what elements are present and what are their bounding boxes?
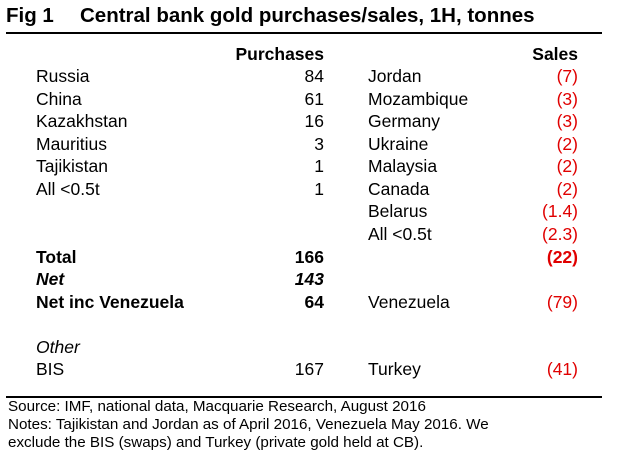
purchases-header: Purchases bbox=[235, 44, 324, 64]
net-value: 143 bbox=[294, 269, 324, 289]
total-sales-value: (22) bbox=[546, 247, 578, 267]
purchase-value: 1 bbox=[314, 179, 324, 199]
bis-value: 167 bbox=[294, 359, 324, 379]
sale-value: (3) bbox=[556, 111, 578, 131]
purchase-country: Kazakhstan bbox=[36, 111, 128, 131]
total-purchases-value: 166 bbox=[294, 247, 324, 267]
sale-value: (7) bbox=[556, 66, 578, 86]
sale-value: (1.4) bbox=[542, 201, 578, 221]
purchase-country: All <0.5t bbox=[36, 179, 100, 199]
bis-label: BIS bbox=[36, 359, 65, 379]
sale-value: (2.3) bbox=[542, 224, 578, 244]
purchase-value: 84 bbox=[304, 66, 324, 86]
figure-title-text: Central bank gold purchases/sales, 1H, t… bbox=[80, 4, 535, 27]
purchase-country: Russia bbox=[36, 66, 90, 86]
sale-value: (2) bbox=[556, 134, 578, 154]
sale-country: Canada bbox=[368, 179, 430, 199]
purchase-value: 61 bbox=[304, 89, 324, 109]
sale-country: Mozambique bbox=[368, 89, 469, 109]
notes-line: Notes: Tajikistan and Jordan as of April… bbox=[8, 416, 489, 433]
sale-country: Belarus bbox=[368, 201, 428, 221]
top-rule bbox=[6, 32, 602, 34]
bottom-rule bbox=[6, 396, 602, 398]
net-inc-venezuela-value: 64 bbox=[304, 292, 324, 312]
sales-header: Sales bbox=[532, 44, 578, 64]
turkey-value: (41) bbox=[546, 359, 578, 379]
total-label: Total bbox=[36, 247, 77, 267]
other-label: Other bbox=[36, 337, 80, 357]
sale-country: Malaysia bbox=[368, 156, 438, 176]
figure-title: Fig 1 Central bank gold purchases/sales, … bbox=[6, 3, 601, 29]
turkey-label: Turkey bbox=[368, 359, 421, 379]
venezuela-value: (79) bbox=[546, 292, 578, 312]
purchase-value: 1 bbox=[314, 156, 324, 176]
figure-number: Fig 1 bbox=[6, 4, 54, 27]
sale-country: All <0.5t bbox=[368, 224, 432, 244]
sale-country: Ukraine bbox=[368, 134, 429, 154]
purchase-country: Mauritius bbox=[36, 134, 107, 154]
sale-value: (2) bbox=[556, 179, 578, 199]
net-inc-venezuela-label: Net inc Venezuela bbox=[36, 292, 184, 312]
notes-line: exclude the BIS (swaps) and Turkey (priv… bbox=[8, 434, 424, 451]
purchase-value: 16 bbox=[304, 111, 324, 131]
figure-footer: Source: IMF, national data, Macquarie Re… bbox=[8, 398, 608, 452]
purchase-country: China bbox=[36, 89, 82, 109]
venezuela-label: Venezuela bbox=[368, 292, 450, 312]
purchase-value: 3 bbox=[314, 134, 324, 154]
sale-country: Germany bbox=[368, 111, 440, 131]
net-label: Net bbox=[36, 269, 65, 289]
sale-country: Jordan bbox=[368, 66, 422, 86]
sale-value: (2) bbox=[556, 156, 578, 176]
sale-value: (3) bbox=[556, 89, 578, 109]
source-note: Source: IMF, national data, Macquarie Re… bbox=[8, 398, 426, 415]
purchase-country: Tajikistan bbox=[36, 156, 108, 176]
